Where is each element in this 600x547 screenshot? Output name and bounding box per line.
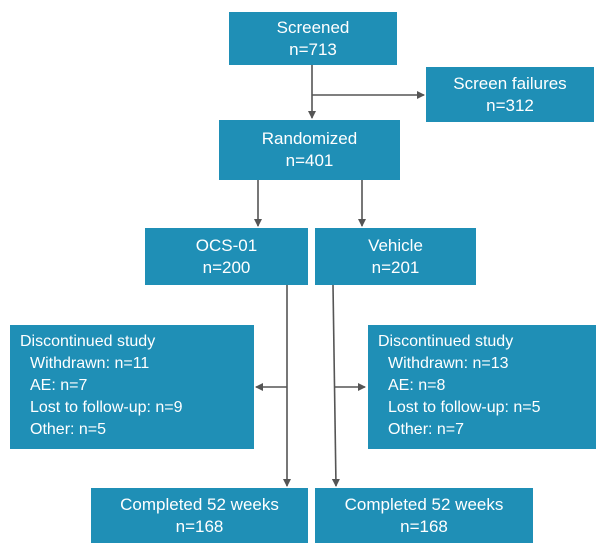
- screened-count: n=713: [289, 40, 337, 59]
- arrow-vehicle-to-completed: [331, 284, 340, 487]
- randomized-title: Randomized: [261, 129, 358, 148]
- ocs-count: n=200: [202, 258, 251, 277]
- completed-right-count: n=168: [400, 517, 448, 536]
- discontinued-left-other: Other: n=5: [30, 421, 107, 438]
- completed-left-title: Completed 52 weeks: [120, 495, 279, 514]
- discontinued-left-lost: Lost to follow-up: n=9: [30, 399, 183, 416]
- vehicle-count: n=201: [371, 258, 420, 277]
- screened-title: Screened: [276, 18, 350, 37]
- discontinued-left-withdrawn: Withdrawn: n=11: [30, 355, 150, 372]
- discontinued-right-box: Discontinued study Withdrawn: n=13 AE: n…: [368, 325, 596, 449]
- discontinued-right-ae: AE: n=8: [388, 377, 446, 394]
- discontinued-right-withdrawn: Withdrawn: n=13: [388, 355, 509, 372]
- randomized-box: Randomized n=401: [219, 120, 400, 180]
- screen-failures-title: Screen failures: [453, 74, 567, 93]
- discontinued-left-title: Discontinued study: [20, 333, 156, 350]
- screen-failures-count: n=312: [486, 96, 534, 115]
- discontinued-right-lost: Lost to follow-up: n=5: [388, 399, 541, 416]
- vehicle-title: Vehicle: [368, 236, 423, 255]
- screened-box: Screened n=713: [229, 12, 397, 65]
- discontinued-right-other: Other: n=7: [388, 421, 465, 438]
- ocs-box: OCS-01 n=200: [145, 228, 308, 285]
- ocs-title: OCS-01: [195, 236, 258, 255]
- discontinued-right-title: Discontinued study: [378, 333, 514, 350]
- vehicle-box: Vehicle n=201: [315, 228, 476, 285]
- discontinued-left-ae: AE: n=7: [30, 377, 88, 394]
- completed-right-title: Completed 52 weeks: [344, 495, 504, 514]
- completed-left-box: Completed 52 weeks n=168: [91, 488, 308, 543]
- discontinued-left-box: Discontinued study Withdrawn: n=11 AE: n…: [10, 325, 254, 449]
- randomized-count: n=401: [285, 151, 334, 170]
- screen-failures-box: Screen failures n=312: [426, 67, 594, 122]
- completed-right-box: Completed 52 weeks n=168: [315, 488, 533, 543]
- completed-left-count: n=168: [175, 517, 224, 536]
